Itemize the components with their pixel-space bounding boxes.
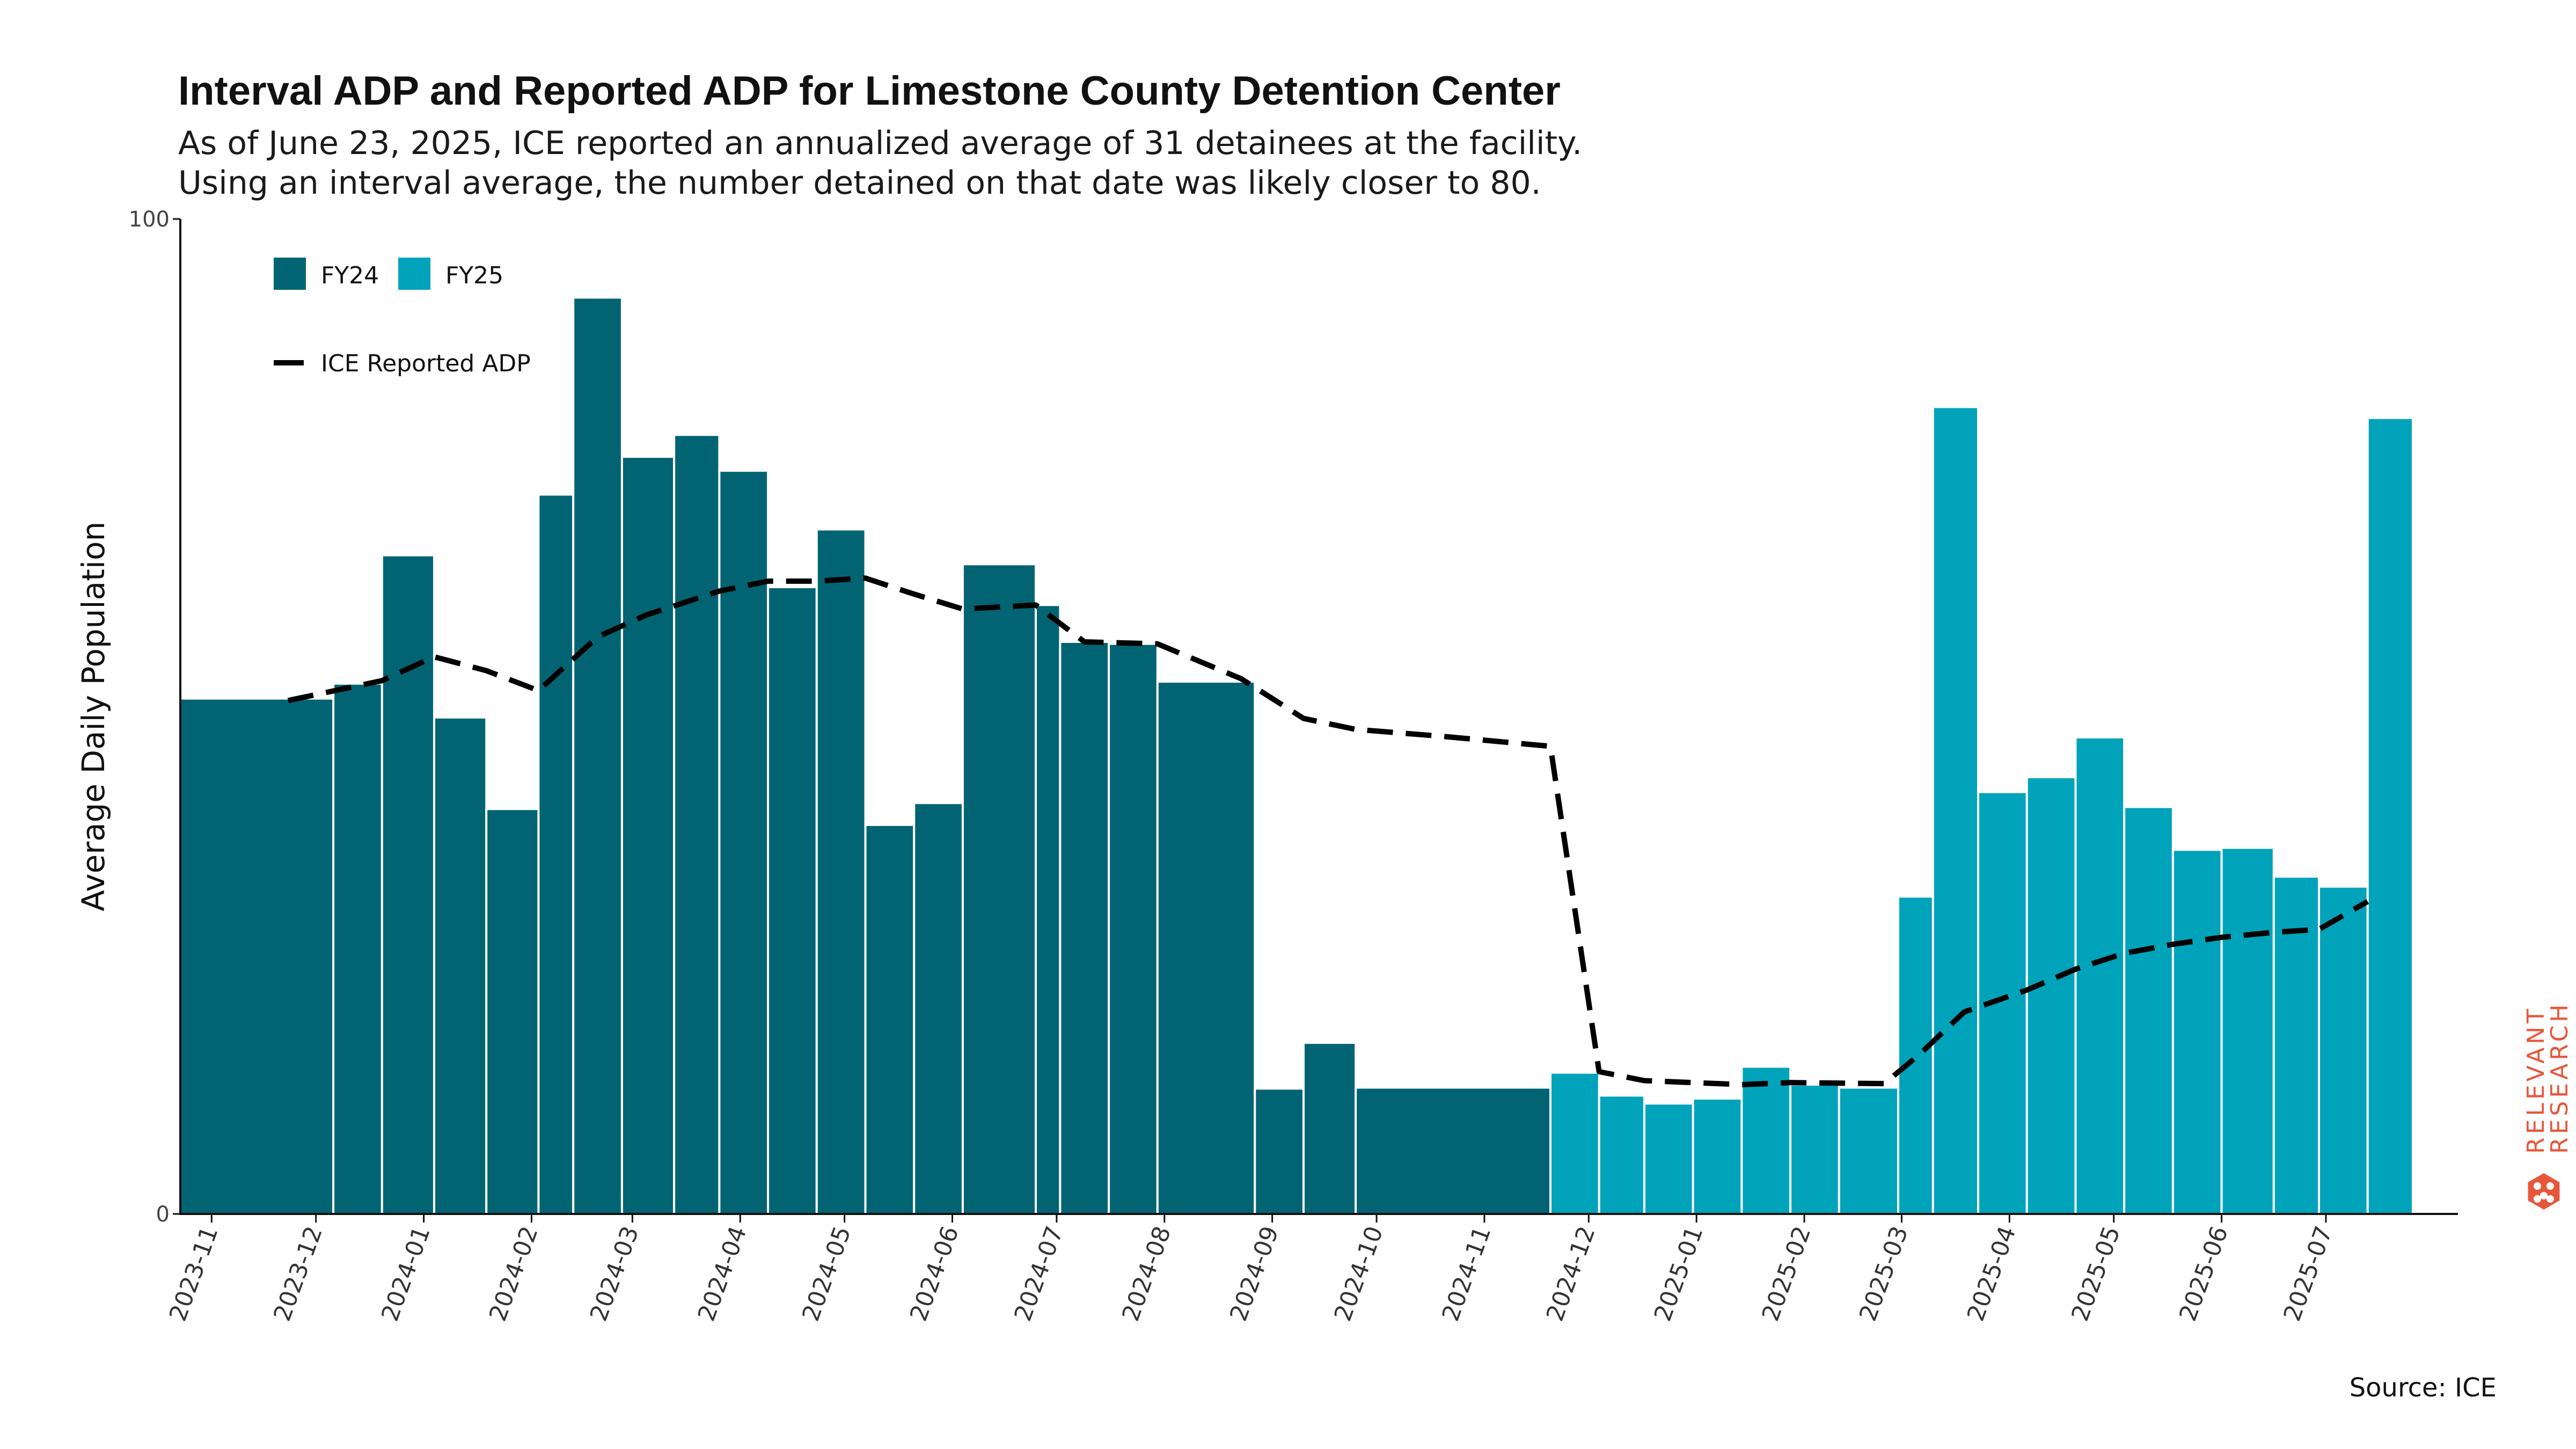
- x-tick-label-2024-09: 2024-09: [1225, 1223, 1284, 1324]
- bar-fy25-2: [1643, 1102, 1694, 1216]
- x-tick-label-2024-02: 2024-02: [484, 1223, 544, 1324]
- bar-fy25-10: [2025, 776, 2077, 1215]
- y-tick-label-100: 100: [129, 207, 170, 232]
- bar-fy25-14: [2220, 846, 2275, 1215]
- logo-hexagon-dot: [2540, 1192, 2548, 1199]
- x-tick-label-2024-01: 2024-01: [376, 1223, 436, 1324]
- legend-label-fy24: FY24: [321, 262, 379, 289]
- logo-line-1: RELEVANT: [2522, 1006, 2550, 1154]
- legend-swatch-fy24: [274, 258, 306, 290]
- logo-hexagon-dot: [2534, 1195, 2541, 1203]
- bar-fy24-15: [1035, 604, 1062, 1215]
- bar-fy25-16: [2318, 885, 2369, 1216]
- bar-fy24-11: [815, 528, 867, 1215]
- bar-fy24-1: [332, 682, 383, 1215]
- bar-fy25-6: [1838, 1086, 1899, 1215]
- x-tick-label-2025-05: 2025-05: [2066, 1223, 2126, 1324]
- x-tick-label-2024-07: 2024-07: [1009, 1223, 1069, 1324]
- bar-fy25-13: [2171, 848, 2223, 1216]
- x-tick-label-2024-08: 2024-08: [1117, 1223, 1176, 1324]
- x-tick-label-2025-04: 2025-04: [1962, 1223, 2022, 1324]
- bar-fy25-7: [1897, 895, 1934, 1215]
- logo-hexagon-icon: [2528, 1173, 2560, 1210]
- bar-fy24-0: [179, 697, 335, 1216]
- logo-line-2: RESEARCH: [2546, 1001, 2573, 1154]
- legend-swatch-fy25: [398, 258, 430, 290]
- x-tick-label-2024-03: 2024-03: [585, 1223, 645, 1324]
- x-tick-label-2024-05: 2024-05: [797, 1223, 857, 1324]
- bar-fy24-14: [961, 563, 1037, 1215]
- logo-hexagon-dot: [2546, 1195, 2554, 1203]
- legend-label-fy25: FY25: [445, 262, 503, 289]
- bar-fy25-3: [1692, 1097, 1743, 1216]
- x-tick-label-2024-12: 2024-12: [1541, 1223, 1601, 1324]
- bar-fy25-12: [2123, 806, 2174, 1215]
- x-tick-label-2023-11: 2023-11: [164, 1223, 224, 1324]
- bar-fy24-3: [433, 716, 488, 1215]
- y-axis-label: Average Daily Population: [75, 522, 112, 912]
- chart-title: Interval ADP and Reported ADP for Limest…: [178, 68, 1561, 114]
- logo-hexagon-dot: [2546, 1182, 2554, 1190]
- ice-reported-adp-line: [287, 575, 2369, 1087]
- bar-fy24-10: [767, 586, 818, 1215]
- bar-fy25-15: [2272, 875, 2321, 1215]
- bar-fy25-5: [1789, 1083, 1840, 1215]
- legend-label-reported-adp: ICE Reported ADP: [321, 350, 531, 377]
- bar-fy24-17: [1108, 642, 1159, 1215]
- source-note: Source: ICE: [2349, 1373, 2497, 1403]
- bar-fy25-4: [1740, 1065, 1792, 1216]
- bar-fy24-4: [485, 808, 540, 1215]
- bar-fy25-0: [1549, 1071, 1600, 1216]
- bar-fy24-13: [913, 802, 964, 1215]
- x-tick-label-2024-10: 2024-10: [1329, 1223, 1389, 1324]
- bar-fy24-16: [1059, 640, 1110, 1215]
- chart-subtitle-line-1: As of June 23, 2025, ICE reported an ann…: [178, 125, 1583, 162]
- bar-fy24-19: [1254, 1087, 1305, 1215]
- bar-fy25-17: [2366, 416, 2414, 1215]
- bar-layer: [179, 296, 2414, 1216]
- x-tick-label-2024-11: 2024-11: [1437, 1223, 1496, 1324]
- bar-fy24-21: [1355, 1086, 1552, 1215]
- x-tick-label-2025-07: 2025-07: [2279, 1223, 2338, 1324]
- bar-fy24-6: [572, 296, 623, 1216]
- bar-fy25-1: [1598, 1094, 1645, 1216]
- chart-subtitle-line-2: Using an interval average, the number de…: [178, 164, 1541, 202]
- x-tick-label-2024-06: 2024-06: [905, 1223, 964, 1324]
- bar-fy24-8: [673, 434, 721, 1215]
- y-tick-label-0: 0: [156, 1202, 170, 1227]
- bar-fy25-8: [1931, 406, 1980, 1215]
- x-tick-label-2023-12: 2023-12: [268, 1223, 328, 1324]
- bar-fy24-20: [1302, 1042, 1357, 1216]
- bar-fy24-7: [620, 456, 676, 1216]
- logo-hexagon-dot: [2534, 1182, 2541, 1190]
- legend: FY24 FY25 ICE Reported ADP: [267, 243, 557, 392]
- bar-fy24-5: [537, 493, 575, 1215]
- bar-fy25-11: [2074, 736, 2126, 1215]
- bar-fy24-12: [864, 824, 916, 1216]
- x-tick-label-2024-04: 2024-04: [693, 1223, 752, 1324]
- logo-hexagon-shape: [2528, 1173, 2560, 1210]
- x-tick-label-2025-01: 2025-01: [1649, 1223, 1709, 1324]
- x-tick-label-2025-02: 2025-02: [1757, 1223, 1817, 1324]
- bar-fy24-2: [380, 554, 436, 1215]
- x-tick-label-2025-03: 2025-03: [1854, 1223, 1914, 1324]
- x-tick-label-2025-06: 2025-06: [2174, 1223, 2234, 1324]
- bar-fy24-18: [1156, 680, 1256, 1215]
